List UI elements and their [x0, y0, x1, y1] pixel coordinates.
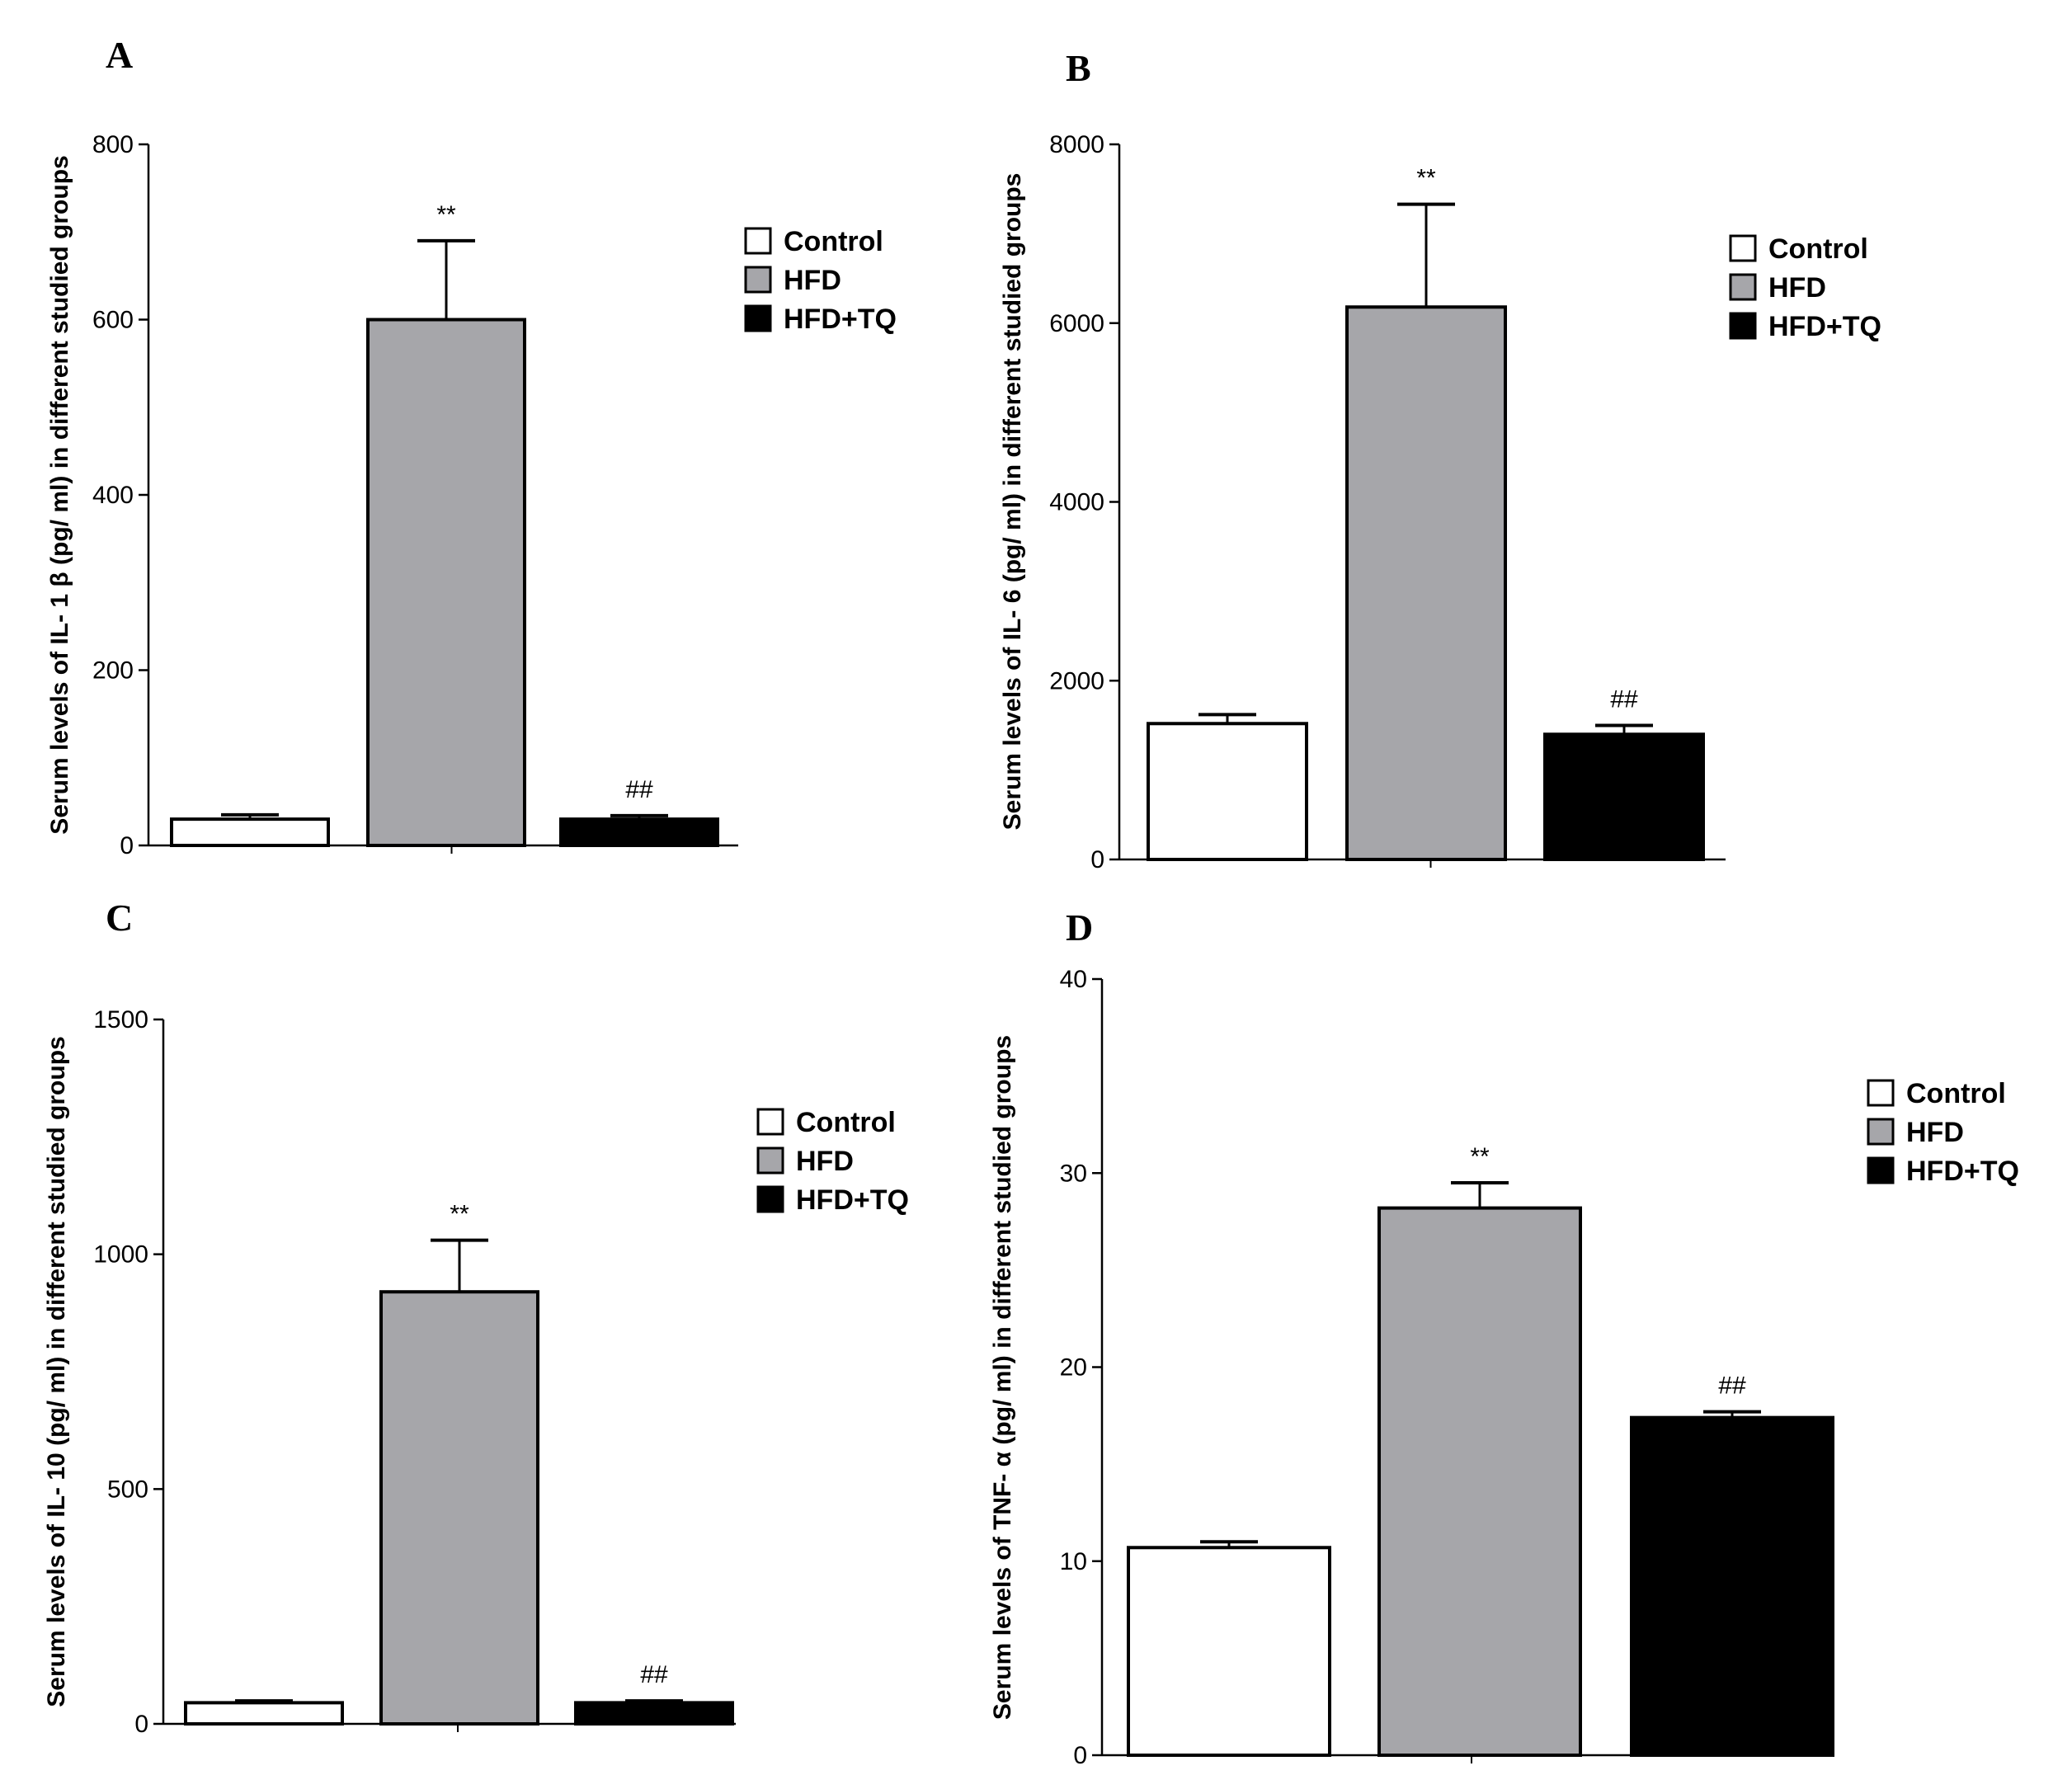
y-tick-label: 800 — [92, 131, 134, 158]
legend-swatch — [1867, 1079, 1895, 1107]
significance-label: ## — [625, 776, 653, 803]
legend-label: HFD+TQ — [1906, 1156, 2019, 1187]
legend-label: HFD — [796, 1146, 854, 1177]
bar-control — [1147, 722, 1308, 862]
y-axis-label: Serum levels of IL- 6 (pg/ ml) in differ… — [999, 173, 1026, 831]
legend-swatch — [756, 1146, 784, 1175]
legend-label: HFD+TQ — [796, 1184, 909, 1216]
y-tick-label: 1000 — [93, 1241, 148, 1269]
significance-label: ** — [1416, 165, 1436, 192]
bar-hfd — [366, 318, 526, 847]
bar-hfd — [379, 1290, 539, 1726]
legend-swatch — [1867, 1156, 1895, 1184]
significance-label: ## — [1610, 685, 1638, 713]
legend: Control HFD HFD+TQ — [1729, 233, 1881, 342]
y-tick-label: 400 — [92, 482, 134, 509]
legend-swatch — [1729, 312, 1757, 340]
legend-label: HFD — [1768, 272, 1826, 304]
legend-swatch — [1729, 273, 1757, 301]
bar-control — [1127, 1546, 1331, 1757]
panel-letter: C — [106, 897, 133, 939]
y-tick-label: 0 — [134, 1711, 148, 1738]
legend-swatch — [756, 1185, 784, 1213]
y-tick-label: 10 — [1060, 1548, 1087, 1575]
legend-swatch — [1729, 234, 1757, 262]
y-axis-label: Serum levels of TNF- α (pg/ ml) in diffe… — [989, 1035, 1016, 1720]
significance-label: ## — [1718, 1372, 1746, 1400]
y-tick-label: 0 — [1073, 1742, 1087, 1769]
y-axis-label: Serum levels of IL- 1 β (pg/ ml) in diff… — [46, 155, 73, 834]
legend-label: Control — [784, 226, 883, 257]
bar-hfd-tq — [559, 817, 719, 847]
legend-swatch — [744, 227, 772, 255]
legend-label: HFD — [784, 265, 841, 296]
significance-label: ## — [640, 1661, 668, 1688]
legend-label: HFD+TQ — [1768, 311, 1881, 342]
legend: Control HFD HFD+TQ — [1867, 1078, 2019, 1187]
legend: Control HFD HFD+TQ — [744, 226, 897, 335]
y-tick-label: 600 — [92, 307, 134, 334]
y-tick-label: 20 — [1060, 1354, 1087, 1382]
y-tick-label: 4000 — [1049, 489, 1104, 516]
y-tick-label: 30 — [1060, 1160, 1087, 1187]
y-tick-label: 6000 — [1049, 310, 1104, 337]
chart-panel-d: D Serum levels of TNF- α (pg/ ml) in diff… — [989, 906, 2019, 1769]
legend-label: Control — [796, 1107, 896, 1138]
y-tick-label: 2000 — [1049, 667, 1104, 694]
bar-hfd — [1345, 305, 1507, 861]
panel-letter: B — [1066, 47, 1091, 89]
panel-letter: A — [106, 34, 133, 76]
legend-label: Control — [1906, 1078, 2006, 1109]
chart-panel-b: B Serum levels of IL- 6 (pg/ ml) in diffe… — [999, 47, 1881, 873]
bar-hfd-tq — [1543, 732, 1705, 862]
bar-hfd-tq — [1630, 1415, 1834, 1758]
y-tick-label: 200 — [92, 657, 134, 685]
legend-swatch — [744, 304, 772, 332]
significance-label: ** — [450, 1201, 469, 1228]
legend-label: HFD — [1906, 1117, 1964, 1148]
legend: Control HFD HFD+TQ — [756, 1107, 909, 1216]
chart-panel-a: A Serum levels of IL- 1 β (pg/ ml) in dif… — [46, 34, 897, 859]
y-tick-label: 1500 — [93, 1006, 148, 1033]
legend-swatch — [744, 266, 772, 294]
panel-letter: D — [1066, 906, 1093, 949]
legend-swatch — [756, 1108, 784, 1136]
bar-control — [170, 817, 330, 847]
y-tick-label: 0 — [120, 832, 134, 859]
bar-hfd — [1377, 1206, 1582, 1757]
y-tick-label: 8000 — [1049, 131, 1104, 158]
y-tick-label: 40 — [1060, 966, 1087, 993]
chart-panel-c: C Serum levels of IL- 10 (pg/ ml) in diff… — [43, 897, 909, 1738]
y-tick-label: 0 — [1090, 846, 1104, 873]
significance-label: ** — [436, 201, 456, 228]
legend-swatch — [1867, 1118, 1895, 1146]
legend-label: Control — [1768, 233, 1868, 265]
bar-hfd-tq — [574, 1701, 734, 1726]
significance-label: ** — [1470, 1143, 1490, 1170]
y-tick-label: 500 — [107, 1476, 148, 1503]
y-axis-label: Serum levels of IL- 10 (pg/ ml) in diffe… — [43, 1036, 70, 1707]
legend-label: HFD+TQ — [784, 304, 897, 335]
bar-control — [184, 1701, 344, 1726]
